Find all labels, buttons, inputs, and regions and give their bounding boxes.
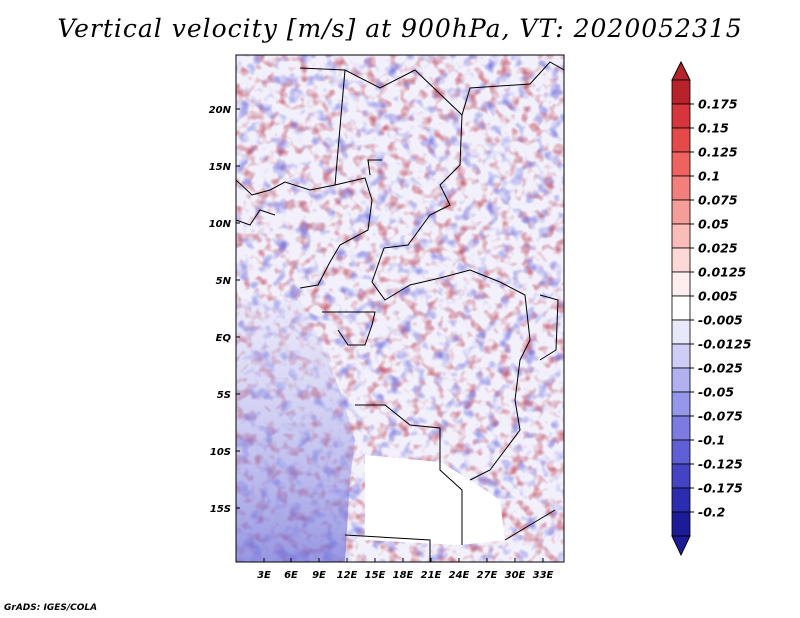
colorbar-cell	[671, 223, 691, 249]
lat-label: 5N	[216, 276, 232, 287]
colorbar-cell	[671, 151, 691, 177]
lon-label: 6E	[284, 570, 298, 581]
colorbar-cell	[671, 103, 691, 129]
colorbar-label: 0.15	[698, 121, 729, 136]
colorbar-label: -0.075	[698, 409, 743, 424]
lon-ticks	[263, 558, 544, 562]
colorbar-label: -0.125	[698, 457, 743, 472]
colorbar-cell	[671, 487, 691, 513]
colorbar-label: 0.125	[698, 145, 738, 160]
lon-label: 21E	[421, 570, 442, 581]
lon-label: 9E	[312, 570, 326, 581]
colorbar-cell	[671, 511, 691, 537]
colorbar-top-arrow	[671, 60, 691, 81]
colorbar-cell	[671, 319, 691, 345]
colorbar-label: 0.0125	[698, 265, 747, 280]
colorbar-cell	[671, 391, 691, 417]
colorbar-label: 0.1	[698, 169, 720, 184]
colorbar-cell	[671, 439, 691, 465]
lon-label: 24E	[449, 570, 470, 581]
lon-label: 33E	[533, 570, 554, 581]
colorbar-label: 0.025	[698, 241, 738, 256]
colorbar-label: -0.0125	[698, 337, 752, 352]
colorbar-label: -0.05	[698, 385, 734, 400]
colorbar-cell	[671, 79, 691, 105]
lon-label: 3E	[257, 570, 271, 581]
colorbar-cell	[671, 463, 691, 489]
colorbar-label: -0.025	[698, 361, 743, 376]
colorbar-cell	[671, 343, 691, 369]
colorbar-label: 0.05	[698, 217, 729, 232]
colorbar-cell	[671, 175, 691, 201]
lon-label: 27E	[477, 570, 498, 581]
colorbar-label: -0.1	[698, 433, 725, 448]
colorbar-label: -0.175	[698, 481, 743, 496]
colorbar-cell	[671, 415, 691, 441]
lat-ticks	[236, 108, 240, 509]
lat-label: 20N	[209, 105, 232, 116]
lon-labels: 3E 6E 9E 12E 15E 18E 21E 24E 27E 30E 33E	[257, 570, 553, 581]
lat-label: 10N	[209, 219, 232, 230]
lon-label: 30E	[505, 570, 526, 581]
colorbar-bottom-arrow	[671, 535, 691, 557]
boundaries	[236, 61, 564, 562]
chart-title: Vertical velocity [m/s] at 900hPa, VT: 2…	[57, 14, 743, 43]
map-frame	[235, 54, 565, 563]
colorbar: 0.175 0.15 0.125 0.1 0.075 0.05 0.025 0.0125 0.0…	[671, 60, 752, 557]
colorbar-label: -0.005	[698, 313, 743, 328]
colorbar-cell	[671, 247, 691, 273]
lat-label: 15N	[209, 162, 232, 173]
colorbar-cell	[671, 127, 691, 153]
lon-label: 15E	[365, 570, 386, 581]
colorbar-cell	[671, 199, 691, 225]
grads-credit: GrADS: IGES/COLA	[4, 603, 98, 613]
lat-label: 15S	[210, 504, 231, 515]
colorbar-label: 0.175	[698, 97, 738, 112]
lat-label: EQ	[216, 333, 232, 344]
lat-label: 10S	[210, 447, 231, 458]
map-field	[236, 55, 564, 562]
colorbar-label: 0.075	[698, 193, 738, 208]
colorbar-label: -0.2	[698, 505, 725, 520]
lon-label: 12E	[337, 570, 358, 581]
lat-label: 5S	[217, 390, 231, 401]
colorbar-cell	[671, 295, 691, 321]
colorbar-cell	[671, 367, 691, 393]
colorbar-cell	[671, 271, 691, 297]
lon-label: 18E	[393, 570, 414, 581]
lat-labels: 20N 15N 10N 5N EQ 5S 10S 15S	[209, 105, 232, 515]
colorbar-label: 0.005	[698, 289, 738, 304]
